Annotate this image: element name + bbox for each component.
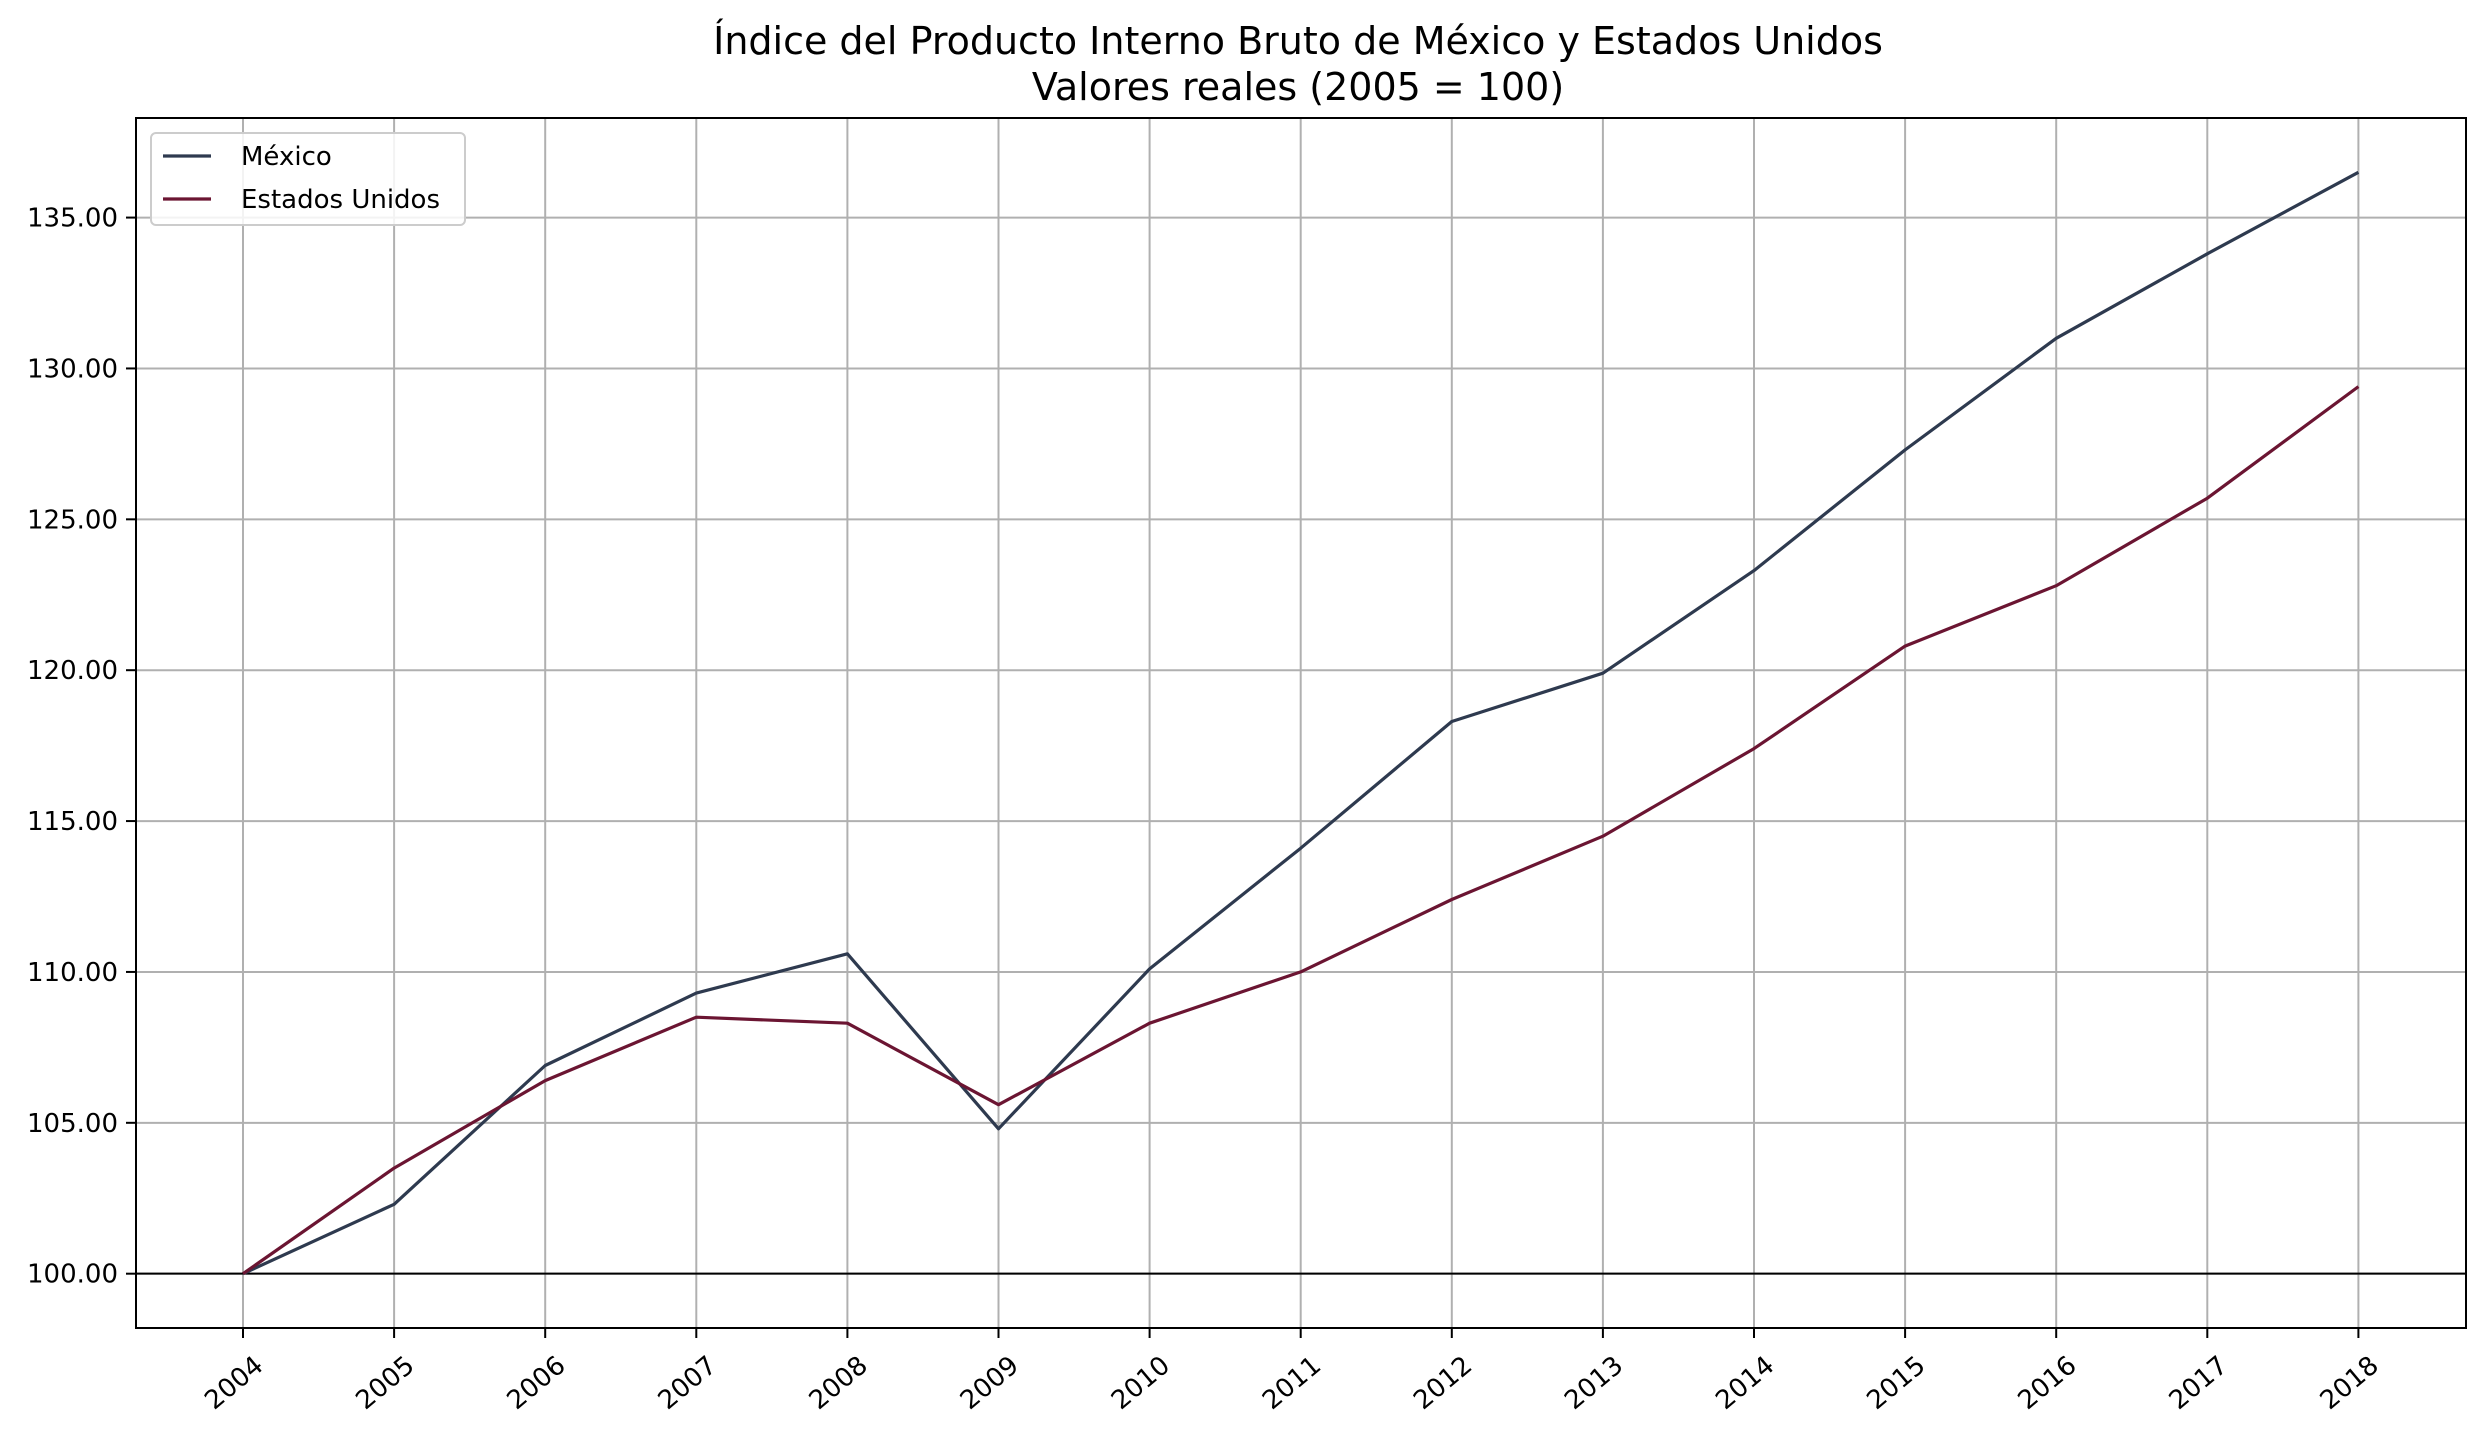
x-tick-label: 2017	[2164, 1350, 2234, 1416]
y-axis: 100.00 105.00 110.00 115.00 120.00 125.00 130.…	[27, 204, 136, 1290]
x-tick-label: 2005	[350, 1350, 420, 1416]
y-tick-label: 100.00	[27, 1260, 118, 1290]
x-tick-label: 2016	[2013, 1350, 2083, 1416]
x-tick-label: 2008	[804, 1350, 874, 1416]
y-tick-label: 125.00	[27, 505, 118, 535]
grid	[136, 118, 2466, 1328]
y-tick-label: 120.00	[27, 656, 118, 686]
x-tick-label: 2013	[1559, 1350, 1629, 1416]
y-tick-label: 105.00	[27, 1109, 118, 1139]
y-tick-label: 130.00	[27, 354, 118, 384]
x-tick-label: 2018	[2315, 1350, 2385, 1416]
legend-label: México	[241, 142, 332, 172]
y-tick-label: 110.00	[27, 958, 118, 988]
x-tick-label: 2006	[502, 1350, 572, 1416]
x-tick-label: 2011	[1257, 1350, 1327, 1416]
x-tick-label: 2012	[1408, 1350, 1478, 1416]
series-line-mexico	[242, 170, 2360, 1276]
y-tick-label: 135.00	[27, 204, 118, 234]
x-tick-label: 2004	[199, 1350, 269, 1416]
series-line-estados-unidos	[242, 385, 2360, 1276]
y-tick-label: 115.00	[27, 807, 118, 837]
x-tick-label: 2009	[955, 1350, 1025, 1416]
x-tick-label: 2007	[653, 1350, 723, 1416]
chart-subtitle: Valores reales (2005 = 100)	[1032, 65, 1564, 109]
series-layer	[242, 170, 2360, 1276]
x-tick-label: 2010	[1106, 1350, 1176, 1416]
x-tick-label: 2014	[1710, 1350, 1780, 1416]
legend-label: Estados Unidos	[241, 185, 440, 215]
legend-box	[150, 132, 466, 226]
x-axis: 2004 2005 2006 2007 2008 2009 2010 2011 2012 2013…	[199, 1328, 2385, 1416]
x-tick-label: 2015	[1861, 1350, 1931, 1416]
legend: México Estados Unidos	[150, 132, 466, 226]
chart-title: Índice del Producto Interno Bruto de Méx…	[713, 19, 1883, 63]
